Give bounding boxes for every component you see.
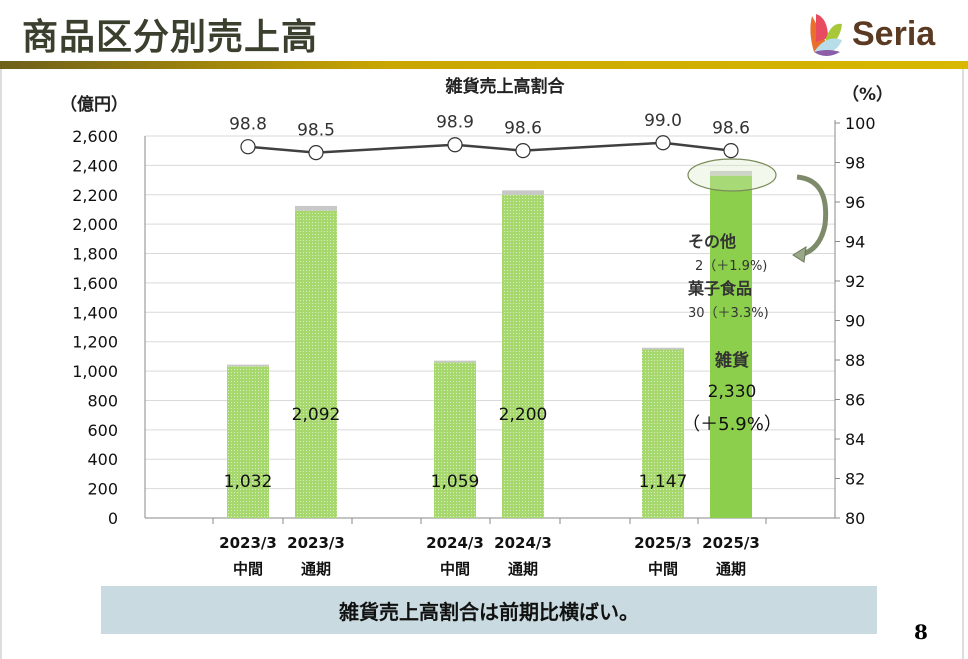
y-tick-label: 1,600 (72, 274, 118, 293)
bar-value-label: 1,032 (224, 472, 273, 492)
y-tick-label: 1,400 (72, 303, 118, 322)
bar-value-label: 1,059 (431, 472, 480, 492)
share-line (247, 141, 732, 154)
annotation-goods-growth: （＋5.9%） (682, 414, 782, 435)
logo-text: Seria (852, 14, 936, 53)
bar-goods (295, 210, 337, 519)
y2-tick-label: 86 (845, 391, 865, 410)
y-axis-label: （億円） (60, 94, 128, 115)
bar-other (502, 190, 544, 195)
share-point (515, 143, 531, 159)
x-tick-label-year: 2023/3 (287, 534, 345, 552)
slide-frame (0, 69, 964, 659)
share-point (655, 135, 671, 151)
bar-other (227, 364, 269, 367)
y2-tick-label: 90 (845, 312, 865, 331)
share-point (308, 145, 324, 161)
y-tick-label: 2,200 (72, 186, 118, 205)
bar-goods (710, 175, 752, 518)
x-tick-label-period: 中間 (440, 560, 470, 578)
y-tick-label: 2,600 (72, 127, 118, 146)
share-value-label: 98.6 (504, 119, 542, 139)
annotation-snack-label: 菓子食品 (687, 279, 752, 298)
y2-tick-label: 98 (845, 154, 865, 173)
chart-title: 雑貨売上高割合 (445, 76, 566, 97)
share-value-label: 98.8 (229, 115, 267, 135)
x-tick-label-period: 中間 (233, 560, 263, 578)
y-tick-label: 600 (87, 421, 118, 440)
page-number: 8 (914, 620, 928, 644)
y2-tick-label: 88 (845, 351, 865, 370)
sales-chart: 雑貨売上高割合 （億円） （%） 0 200 400 600 800 1,000 1,200… (60, 76, 893, 578)
x-tick-label-year: 2025/3 (702, 534, 760, 552)
seria-logo: Seria (806, 12, 935, 56)
x-tick-label-period: 通期 (301, 560, 331, 578)
y2-axis-label: （%） (842, 84, 893, 105)
y-tick-label: 2,000 (72, 215, 118, 234)
summary-banner: 雑貨売上高割合は前期比横ばい。 (101, 586, 877, 634)
x-tick-label-period: 通期 (716, 560, 746, 578)
x-tick-label-period: 通期 (508, 560, 538, 578)
share-point (447, 137, 463, 153)
share-point (240, 139, 256, 155)
x-tick-label-year: 2024/3 (494, 534, 552, 552)
x-tick-label-year: 2024/3 (426, 534, 484, 552)
highlight-ellipse (687, 158, 777, 192)
page-title: 商品区分別売上高 (22, 17, 319, 58)
annotation-goods-value: 2,330 (708, 382, 757, 402)
y2-tick-label: 100 (845, 114, 876, 133)
seria-flower-icon (810, 14, 842, 56)
y2-tick-label: 96 (845, 193, 865, 212)
header-rule (0, 61, 968, 69)
x-tick-label-year: 2025/3 (634, 534, 692, 552)
y-tick-label: 1,200 (72, 333, 118, 352)
bar-value-label: 2,200 (499, 405, 548, 425)
bar-value-label: 1,147 (639, 472, 688, 492)
y2-tick-label: 84 (845, 430, 865, 449)
y2-tick-label: 92 (845, 272, 865, 291)
bar-goods (434, 362, 476, 518)
annotation-snack-value: 30（＋3.3%) (688, 306, 769, 321)
share-value-label: 99.0 (644, 111, 682, 131)
y2-tick-label: 82 (845, 470, 865, 489)
y-tick-label: 200 (87, 480, 118, 499)
bar-other (642, 347, 684, 350)
bar-goods (642, 349, 684, 518)
annotation-goods-label: 雑貨 (714, 350, 749, 371)
bar-other (295, 205, 337, 211)
share-value-label: 98.9 (436, 113, 474, 133)
x-tick-label-period: 中間 (648, 560, 678, 578)
annotation-other-value: 2（＋1.9%) (695, 259, 767, 274)
y-tick-label: 800 (87, 391, 118, 410)
bar-other (434, 360, 476, 363)
y2-tick-label: 94 (845, 233, 865, 252)
share-value-label: 98.6 (712, 119, 750, 139)
share-value-label: 98.5 (297, 121, 335, 141)
y-tick-label: 0 (108, 509, 118, 528)
y2-tick-label: 80 (845, 509, 865, 528)
bar-value-label: 2,092 (292, 405, 341, 425)
bar-goods (227, 366, 269, 518)
share-point (723, 143, 739, 159)
bar-other (710, 170, 752, 176)
y-tick-label: 2,400 (72, 156, 118, 175)
annotation-other-label: その他 (688, 232, 736, 251)
curved-arrow-icon (796, 174, 829, 258)
bar-goods (502, 194, 544, 518)
y-tick-label: 1,800 (72, 245, 118, 264)
y-tick-label: 1,000 (72, 362, 118, 381)
y-tick-label: 400 (87, 450, 118, 469)
x-tick-label-year: 2023/3 (219, 534, 277, 552)
